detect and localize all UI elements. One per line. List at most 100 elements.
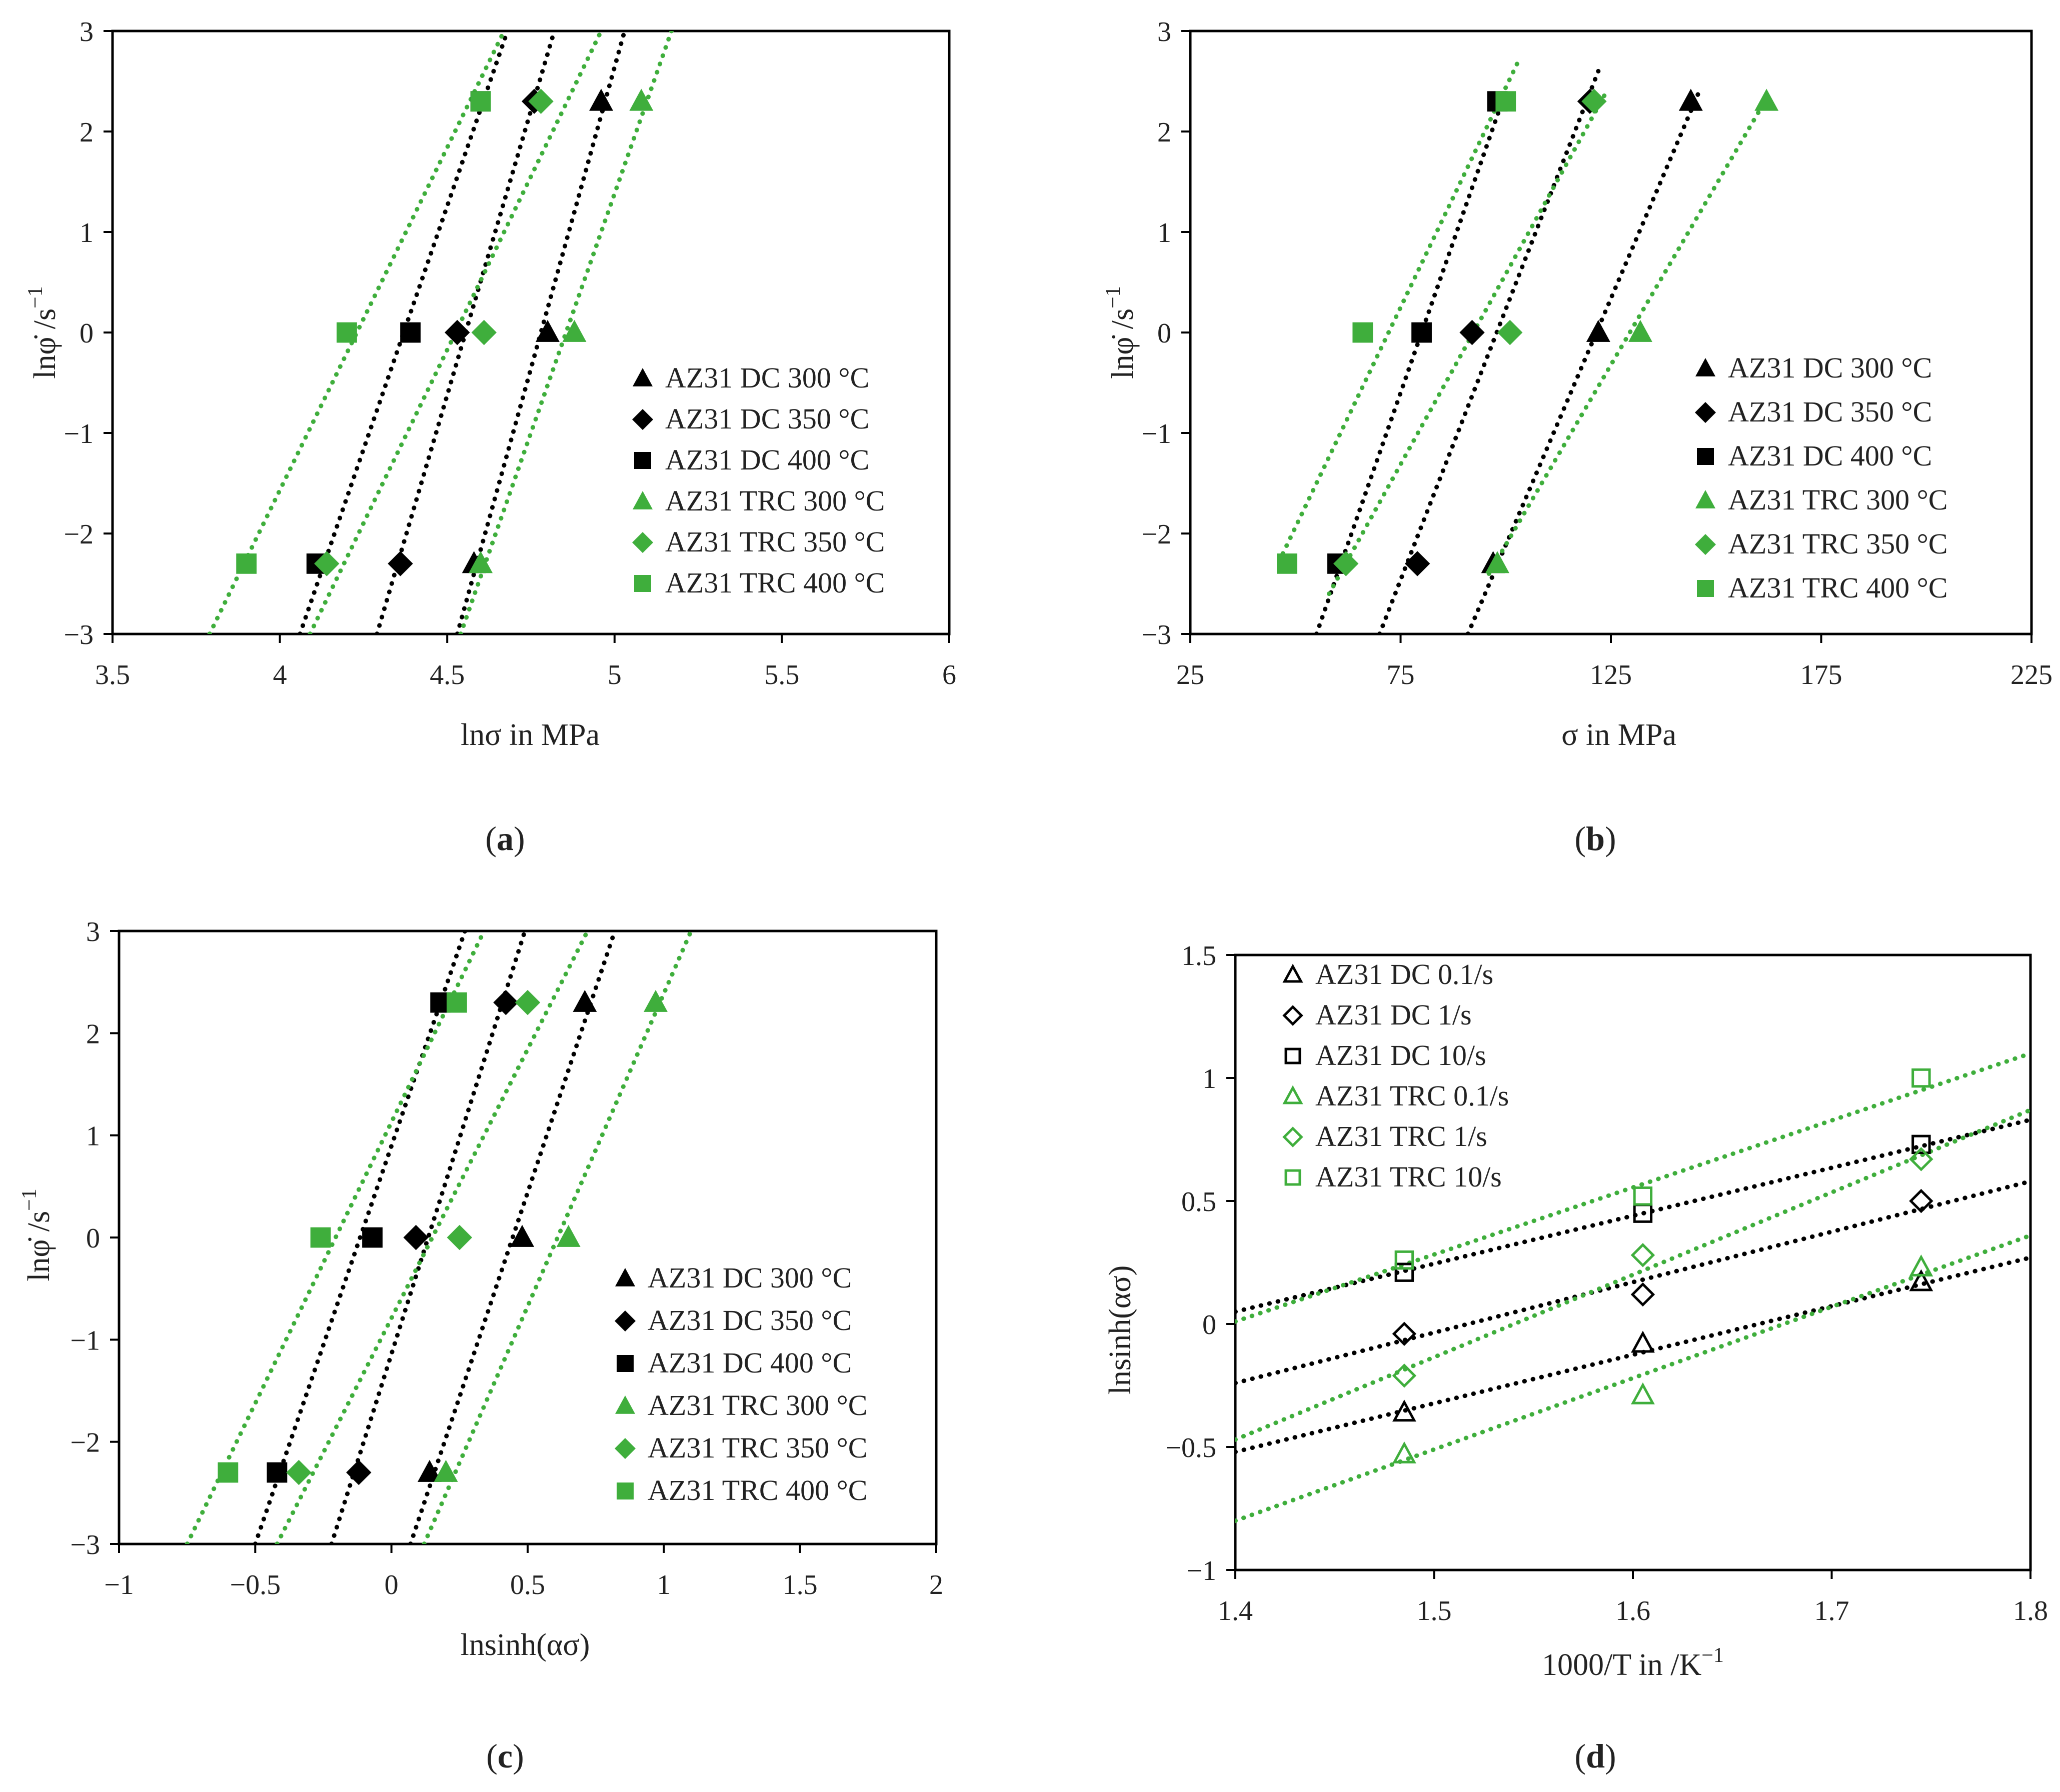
caption-close: )	[1605, 820, 1616, 858]
series-az31-dc-300-c	[417, 990, 597, 1482]
series-az31-dc-0-1-s	[1392, 1269, 1933, 1422]
legend-marker	[634, 575, 651, 592]
data-point	[1911, 1134, 1931, 1154]
x-tick-label: 1.7	[1814, 1596, 1849, 1626]
legend-label: AZ31 DC 400 °C	[1728, 440, 1932, 472]
x-tick-label: 1.6	[1615, 1596, 1650, 1626]
series-az31-trc-350-c	[286, 990, 541, 1486]
series-az31-trc-10-s	[1394, 1068, 1931, 1270]
series-az31-dc-400-c	[267, 992, 451, 1483]
data-point	[1411, 322, 1432, 343]
legend-marker	[617, 1482, 634, 1500]
legend-marker	[633, 368, 653, 386]
y-tick-label: −1	[1141, 418, 1171, 450]
data-point	[1633, 1186, 1653, 1206]
data-point	[446, 992, 467, 1013]
fit-line	[1327, 89, 1609, 596]
y-axis-label-sup: −1	[1102, 286, 1125, 308]
legend-label: AZ31 DC 1/s	[1315, 998, 1472, 1031]
caption-letter: a	[497, 820, 514, 858]
legend-label: AZ31 DC 0.1/s	[1315, 958, 1493, 990]
caption-open: (	[1574, 820, 1586, 858]
x-tick-label: 5	[608, 660, 622, 690]
x-tick-label: 2	[929, 1570, 943, 1600]
series-az31-trc-300-c	[469, 88, 654, 574]
x-tick-label: 0	[385, 1570, 399, 1600]
x-tick-label: 1.8	[2013, 1596, 2048, 1626]
y-axis-label: lnφ̇ /s−1	[24, 286, 62, 379]
data-point	[470, 91, 491, 112]
fit-line	[422, 931, 694, 1544]
x-tick-label: 5.5	[764, 660, 799, 690]
x-tick-label: 175	[1800, 660, 1842, 690]
data-point	[346, 1460, 372, 1486]
legend-marker	[633, 491, 653, 510]
fit-line	[298, 31, 510, 634]
fit-line	[275, 931, 590, 1544]
y-tick-label: 3	[86, 916, 100, 948]
data-point	[535, 320, 560, 342]
x-axis-label-sup: −1	[1701, 1644, 1724, 1667]
data-point	[310, 1227, 331, 1248]
data-point	[1497, 320, 1523, 346]
legend: AZ31 DC 300 °C AZ31 DC 350 °C AZ31 DC 400 …	[1695, 352, 1947, 604]
data-point	[1392, 1322, 1417, 1346]
panel-caption: (c)	[486, 1737, 524, 1775]
fit-lines	[185, 931, 694, 1544]
data-point	[1404, 551, 1430, 576]
series-az31-trc-400-c	[218, 992, 467, 1483]
legend-marker	[615, 1396, 635, 1414]
fit-line	[1486, 89, 1773, 576]
data-point	[1352, 322, 1373, 343]
x-axis-label: lnσ in MPa	[461, 718, 600, 752]
data-point	[1911, 1068, 1931, 1088]
panel-caption: (a)	[485, 820, 525, 858]
data-point	[562, 320, 587, 342]
legend-marker	[1695, 490, 1715, 508]
data-point	[471, 320, 497, 346]
x-axis-label-main: 1000/T in /K	[1542, 1648, 1701, 1682]
y-tick-label: 1	[86, 1121, 100, 1152]
series-az31-trc-350-c	[314, 88, 554, 576]
x-tick-label: −0.5	[230, 1570, 281, 1600]
data-point	[556, 1224, 581, 1247]
series-az31-trc-0-1-s	[1392, 1254, 1933, 1464]
data-point	[1909, 1188, 1933, 1214]
legend-label: AZ31 DC 300 °C	[1728, 352, 1932, 384]
y-axis-label-sup: −1	[18, 1188, 41, 1211]
caption-close: )	[514, 820, 525, 858]
legend-marker	[1282, 1085, 1303, 1104]
legend-label: AZ31 TRC 400 °C	[665, 566, 885, 599]
data-point	[447, 1224, 473, 1250]
data-point	[1909, 1147, 1933, 1172]
series-az31-dc-350-c	[346, 990, 519, 1486]
legend-label: AZ31 TRC 350 °C	[648, 1432, 867, 1464]
legend-label: AZ31 DC 350 °C	[1728, 396, 1932, 428]
fit-line	[458, 31, 674, 634]
data-point	[469, 551, 493, 574]
series-az31-trc-400-c	[1277, 91, 1516, 574]
x-tick-label: 225	[2010, 660, 2052, 690]
data-point	[1630, 1282, 1655, 1307]
data-point	[1909, 1254, 1933, 1276]
legend-marker	[1284, 1169, 1301, 1186]
y-axis-label: lnφ̇ /s−1	[18, 1188, 56, 1282]
legend: AZ31 DC 300 °C AZ31 DC 350 °C AZ31 DC 400 …	[632, 362, 885, 599]
series-az31-trc-300-c	[434, 990, 668, 1482]
x-tick-label: 6	[942, 660, 956, 690]
data-point	[267, 1462, 288, 1483]
y-tick-label: −1	[1186, 1556, 1216, 1586]
data-point	[1630, 1382, 1655, 1404]
y-tick-label: −3	[1141, 620, 1171, 650]
legend-marker	[1282, 964, 1303, 983]
data-point	[400, 322, 421, 343]
data-point	[236, 553, 257, 574]
fit-line	[1235, 1233, 2030, 1524]
legend-marker	[1697, 448, 1714, 465]
x-axis-label: lnsinh(ασ)	[461, 1628, 590, 1662]
y-axis-label-main: lnφ̇ /s	[1106, 308, 1140, 379]
fit-lines	[1235, 1051, 2030, 1524]
data-point	[1909, 1269, 1933, 1292]
